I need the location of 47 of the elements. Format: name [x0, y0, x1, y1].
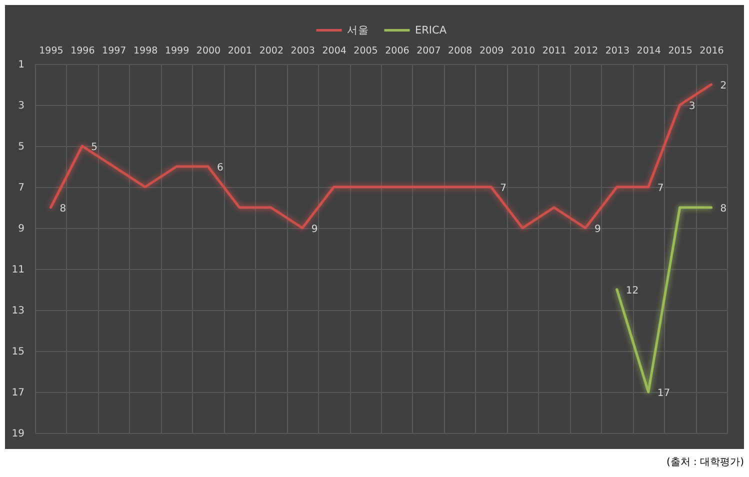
data-label: 8 — [720, 204, 727, 214]
x-tick-label: 1996 — [70, 46, 95, 56]
x-tick-label: 2012 — [574, 46, 598, 56]
x-tick-label: 1995 — [39, 46, 64, 56]
x-tick-label: 2007 — [416, 46, 441, 56]
y-tick-label: 15 — [12, 346, 24, 358]
legend-label: ERICA — [415, 24, 448, 36]
data-label: 6 — [217, 162, 224, 174]
data-label: 7 — [500, 183, 506, 194]
y-tick-label: 11 — [12, 264, 24, 276]
x-tick-label: 2015 — [668, 46, 692, 56]
x-tick-label: 2008 — [448, 46, 472, 56]
x-tick-label: 2002 — [259, 46, 284, 56]
y-tick-label: 19 — [12, 428, 24, 440]
data-label: 9 — [594, 224, 601, 235]
y-tick-label: 3 — [18, 100, 24, 112]
data-label: 12 — [626, 286, 639, 296]
y-tick-label: 13 — [12, 306, 24, 316]
x-tick-label: 2009 — [479, 46, 504, 56]
y-tick-label: 7 — [18, 182, 24, 194]
y-tick-label: 1 — [18, 60, 24, 70]
x-tick-label: 2011 — [542, 46, 567, 56]
x-tick-label: 2003 — [290, 46, 315, 56]
x-tick-label: 1998 — [133, 46, 158, 56]
x-tick-label: 2006 — [385, 46, 410, 56]
y-tick-label: 9 — [18, 224, 24, 234]
x-tick-label: 2004 — [322, 46, 346, 56]
data-label: 17 — [657, 388, 670, 399]
x-tick-label: 2014 — [636, 46, 661, 56]
x-tick-label: 2001 — [228, 46, 252, 56]
data-label: 8 — [60, 204, 66, 214]
data-label: 3 — [688, 101, 696, 112]
y-tick-label: 17 — [12, 388, 24, 398]
data-label: 9 — [311, 224, 318, 235]
legend-label: 서울 — [347, 24, 369, 36]
x-tick-label: 1999 — [164, 46, 190, 56]
data-label: 2 — [720, 80, 727, 92]
y-tick-label: 5 — [18, 142, 24, 152]
data-label: 5 — [91, 142, 98, 153]
data-label: 7 — [657, 183, 664, 194]
x-tick-label: 2013 — [605, 46, 630, 56]
x-tick-label: 2000 — [196, 46, 221, 56]
x-tick-label: 1997 — [102, 46, 126, 56]
x-tick-label: 2010 — [510, 46, 536, 56]
x-tick-label: 2005 — [354, 46, 378, 56]
x-tick-label: 2016 — [700, 46, 724, 56]
text: (출처 : 대학평가) — [666, 456, 744, 469]
